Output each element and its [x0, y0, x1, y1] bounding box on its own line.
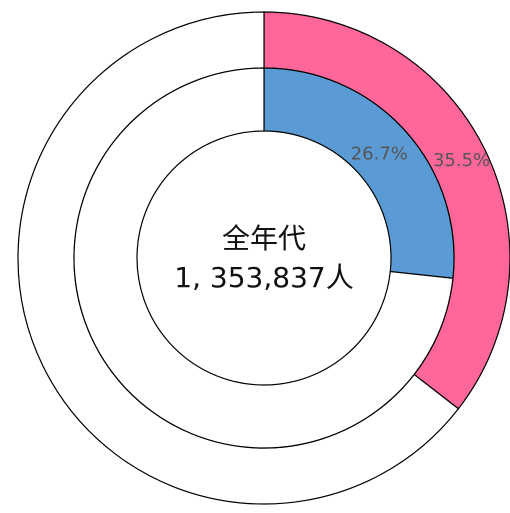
center-total: 1, 353,837人	[174, 261, 353, 294]
value-label: 26.7%	[351, 143, 408, 164]
center-title: 全年代	[222, 222, 306, 255]
value-label: 35.5%	[433, 150, 490, 171]
donut-segment	[263, 67, 455, 279]
donut-segment	[73, 67, 454, 449]
